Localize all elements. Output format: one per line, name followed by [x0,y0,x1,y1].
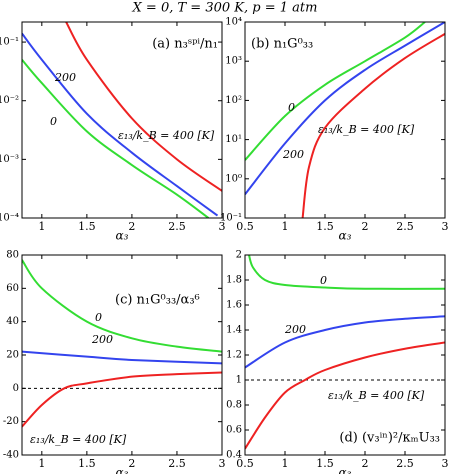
line-series [65,22,222,192]
y-tick-label: 10⁴ [225,17,242,28]
x-tick-label: 2.5 [396,220,414,233]
series-label: ε₁₃/k_B = 400 [K] [318,123,415,136]
x-tick-label: 2.5 [168,457,186,470]
y-tick-label: 10² [225,95,242,106]
series-label: 200 [282,148,304,161]
y-tick-label: 1.2 [226,350,242,361]
y-tick-label: -20 [3,416,19,427]
y-tick-label: 10⁻¹ [0,37,19,48]
line-series [22,32,219,217]
x-tick-label: 2 [128,457,135,470]
line-series [245,341,445,450]
x-tick-label: 1.5 [316,457,334,470]
x-tick-label: 1.5 [78,220,96,233]
x-tick-label: 2 [128,220,135,233]
line-series [245,22,426,161]
x-axis-label: α₃ [116,466,129,474]
y-tick-label: 80 [6,250,19,261]
y-tick-label: 10⁰ [225,173,242,184]
x-tick-label: 1 [38,457,45,470]
series-label: ε₁₃/k_B = 400 [K] [30,433,127,446]
y-tick-label: 0.4 [226,450,242,461]
x-tick-label: 1 [38,220,45,233]
x-axis-label: α₃ [339,466,352,474]
panel-title: (c) n₁G⁰₃₃/α₃⁶ [115,293,200,308]
plot-frame [244,254,446,456]
series-label: 200 [54,71,76,84]
plot-frame [21,254,223,456]
y-tick-label: 40 [6,316,19,327]
line-series [22,259,222,353]
y-tick-label: 1.6 [226,300,242,311]
line-series [248,255,445,290]
series-label: 0 [95,311,102,324]
y-tick-label: 2 [236,250,242,261]
series-label: 200 [91,333,113,346]
plot-frame [244,21,446,219]
x-tick-label: 0.5 [236,220,254,233]
y-tick-label: 10¹ [225,134,242,145]
y-tick-label: 1.8 [226,275,242,286]
series-label: 200 [284,323,306,336]
x-tick-label: 1 [282,457,289,470]
series-label: 0 [320,274,327,287]
x-tick-label: 3 [219,457,226,470]
x-tick-label: 3 [219,220,226,233]
line-series [301,32,445,218]
y-tick-label: 10⁻⁴ [0,213,19,224]
x-tick-label: 2.5 [168,220,186,233]
line-series [245,22,445,196]
x-axis-label: α₃ [339,229,352,243]
y-tick-label: 1.4 [226,325,242,336]
panel-title: (b) n₁G⁰₃₃ [251,37,313,52]
series-label: 0 [288,101,295,114]
x-tick-label: 2 [362,457,369,470]
panel-title: (d) (v₃ⁱⁿ)²/κₘU₃₃ [339,431,440,446]
series-label: 0 [50,115,57,128]
x-tick-label: 3 [442,457,449,470]
y-tick-label: 20 [6,350,19,361]
line-series [245,315,445,369]
x-tick-label: 2.5 [396,457,414,470]
x-tick-label: 2 [362,220,369,233]
y-tick-label: 10⁻³ [0,154,19,165]
x-axis-label: α₃ [116,229,129,243]
y-tick-label: 10³ [225,56,242,67]
y-tick-label: 10⁻² [0,95,19,106]
x-tick-label: 3 [442,220,449,233]
y-tick-label: 0 [13,383,19,394]
series-label: ε₁₃/k_B = 400 [K] [118,129,215,142]
line-series [22,350,222,365]
figure-title: X = 0, T = 300 K, p = 1 atm [132,1,318,16]
y-tick-label: 0.8 [226,400,242,411]
panel-title: (a) n₃ˢᵖⁱ/n₁ [152,37,218,52]
plot-frame [21,21,223,219]
series-label: ε₁₃/k_B = 400 [K] [328,389,425,402]
x-tick-label: 1.5 [78,457,96,470]
y-tick-label: 10⁻¹ [220,213,242,224]
y-tick-label: 1 [236,375,242,386]
x-tick-label: 1.5 [316,220,334,233]
y-tick-label: 60 [6,283,19,294]
x-tick-label: 1 [282,220,289,233]
line-series [22,371,222,428]
y-tick-label: 0.6 [226,425,242,436]
y-tick-label: -40 [3,450,19,461]
line-series [22,59,210,218]
x-tick-label: 0.5 [236,457,254,470]
